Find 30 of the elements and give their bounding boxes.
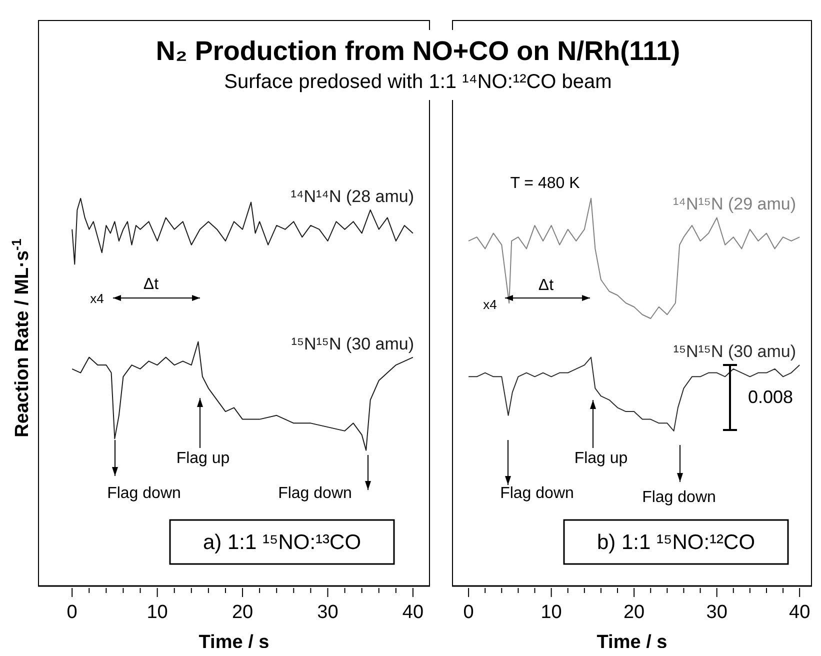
text: T = 480 K — [510, 174, 580, 192]
series-label: ¹⁴N¹⁵N (29 amu) — [673, 194, 796, 214]
chart-subtitle: Surface predosed with 1:1 ¹⁴NO:¹²CO beam — [223, 70, 613, 95]
annotation: Flag up — [574, 450, 628, 466]
x-tick-label: 40 — [789, 602, 810, 623]
x-tick-label: 10 — [146, 602, 168, 623]
annotation: Δt — [538, 276, 554, 294]
annotation: Flag down — [642, 488, 716, 506]
x-tick-label: 20 — [624, 602, 645, 623]
x-tick-label: 10 — [540, 602, 562, 623]
annotation: Flag up — [176, 450, 230, 466]
annotation: Flag down — [107, 484, 181, 502]
x-tick-label: 0 — [66, 602, 78, 623]
annotation: a) 1:1 ¹⁵NO:¹³CO — [202, 530, 362, 554]
series-label: ¹⁵N¹⁵N (30 amu) — [291, 334, 414, 354]
x-tick-label: 30 — [317, 602, 338, 623]
annotation: Flag down — [278, 484, 352, 502]
x-tick-label: 0 — [463, 602, 474, 623]
annotation: Flag down — [500, 484, 574, 502]
chart-title: N₂ Production from NO+CO on N/Rh(111) — [154, 35, 682, 68]
x-tick-label: 20 — [232, 602, 254, 623]
annotation: x4 — [90, 290, 104, 306]
annotation: b) 1:1 ¹⁵NO:¹²CO — [596, 530, 756, 554]
annotation: Δt — [143, 276, 160, 292]
annotation: x4 — [483, 296, 497, 312]
annotation: 0.008 — [748, 387, 794, 407]
x-tick-label: 40 — [402, 602, 424, 623]
series-label: ¹⁵N¹⁵N (30 amu) — [673, 342, 796, 362]
series-label: ¹⁴N¹⁴N (28 amu) — [290, 186, 414, 206]
x-tick-label: 30 — [706, 602, 728, 623]
